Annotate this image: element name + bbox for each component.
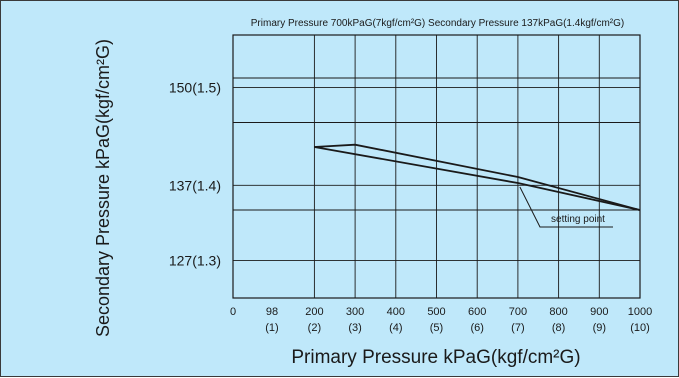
- x-tick-label: 500: [427, 306, 445, 318]
- x-tick-label: 200: [305, 306, 323, 318]
- x-tick-sublabel: (9): [593, 322, 606, 334]
- annotation-leader: [519, 186, 613, 228]
- x-tick-sublabel: (3): [348, 322, 361, 334]
- x-tick-sublabel: (5): [430, 322, 443, 334]
- x-tick-label: 1000: [628, 306, 652, 318]
- x-tick-label: 0: [230, 306, 236, 318]
- series-line-2: [314, 146, 641, 211]
- annotation-label: setting point: [551, 214, 605, 225]
- gridlines: [233, 35, 640, 298]
- series-line-1: [314, 143, 641, 211]
- x-tick-sublabel: (8): [552, 322, 565, 334]
- x-tick-label: 900: [590, 306, 608, 318]
- x-tick-label: 800: [549, 306, 567, 318]
- x-tick-sublabel: (1): [265, 322, 278, 334]
- x-axis-label: Primary Pressure kPaG(kgf/cm²G): [291, 347, 580, 368]
- series-lines: [314, 143, 641, 211]
- annotation: setting point: [519, 186, 613, 228]
- chart-title: Primary Pressure 700kPaG(7kgf/cm²G) Seco…: [251, 18, 624, 29]
- x-tick-label: 600: [468, 306, 486, 318]
- x-tick-sublabel: (4): [389, 322, 402, 334]
- x-tick-sublabel: (2): [308, 322, 321, 334]
- x-tick-sublabel: (7): [511, 322, 524, 334]
- x-tick-label: 98: [266, 306, 278, 318]
- x-tick-label: 400: [387, 306, 405, 318]
- x-tick-labels: 0 98 (1) 200 (2) 300 (3) 400 (4) 500 (5) 600 (6) 700 (…: [230, 306, 652, 334]
- x-tick-sublabel: (10): [630, 322, 650, 334]
- plot-border: [232, 34, 641, 299]
- x-tick-label: 700: [509, 306, 527, 318]
- y-tick-label: 150(1.5): [169, 80, 221, 96]
- y-tick-label: 137(1.4): [169, 177, 221, 193]
- x-tick-label: 300: [346, 306, 364, 318]
- y-tick-labels: 150(1.5) 137(1.4) 127(1.3): [169, 80, 221, 269]
- y-axis-label: Secondary Pressure kPaG(kgf/cm²G): [93, 39, 113, 337]
- y-tick-label: 127(1.3): [169, 252, 221, 268]
- x-tick-sublabel: (6): [470, 322, 483, 334]
